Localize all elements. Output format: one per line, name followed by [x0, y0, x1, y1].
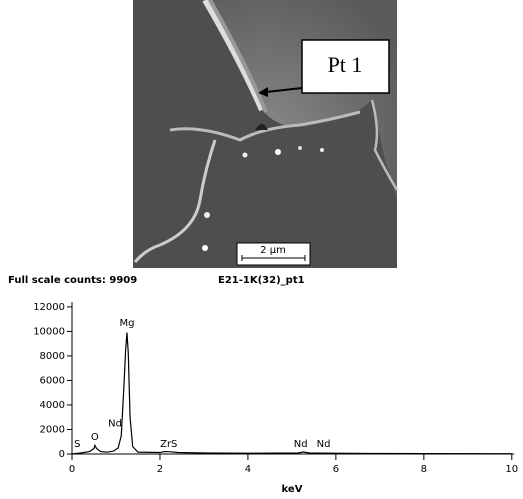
- x-tick-label: 10: [505, 464, 518, 475]
- x-tick-label: 6: [333, 464, 339, 475]
- x-tick-label: 0: [69, 464, 75, 475]
- spectrum-line: [71, 332, 512, 455]
- peak-label: ZrS: [160, 439, 177, 450]
- y-tick-label: 6000: [40, 375, 65, 386]
- x-tick-label: 8: [421, 464, 427, 475]
- x-tick-label: 2: [157, 464, 163, 475]
- sem-image: Pt 1 2 µm: [133, 0, 399, 268]
- peak-label: Nd: [294, 439, 308, 450]
- peak-label: S: [74, 439, 80, 450]
- peak-label: Nd: [108, 418, 122, 429]
- point-label: Pt 1: [328, 52, 363, 77]
- peak-label: O: [91, 432, 99, 443]
- x-tick-label: 4: [245, 464, 251, 475]
- y-tick-label: 10000: [33, 326, 65, 337]
- chart-title: E21-1K(32)_pt1: [218, 275, 305, 286]
- peak-label: Nd: [317, 439, 331, 450]
- subtitle: Full scale counts: 9909: [8, 275, 137, 286]
- y-tick-label: 2000: [40, 424, 65, 435]
- y-tick-label: 8000: [40, 351, 65, 362]
- scale-bar-label: 2 µm: [260, 245, 286, 256]
- x-axis-label: keV: [282, 484, 303, 495]
- y-tick-label: 4000: [40, 400, 65, 411]
- y-tick-label: 0: [59, 449, 65, 460]
- y-tick-label: 12000: [33, 302, 65, 313]
- peak-label: Mg: [119, 318, 134, 329]
